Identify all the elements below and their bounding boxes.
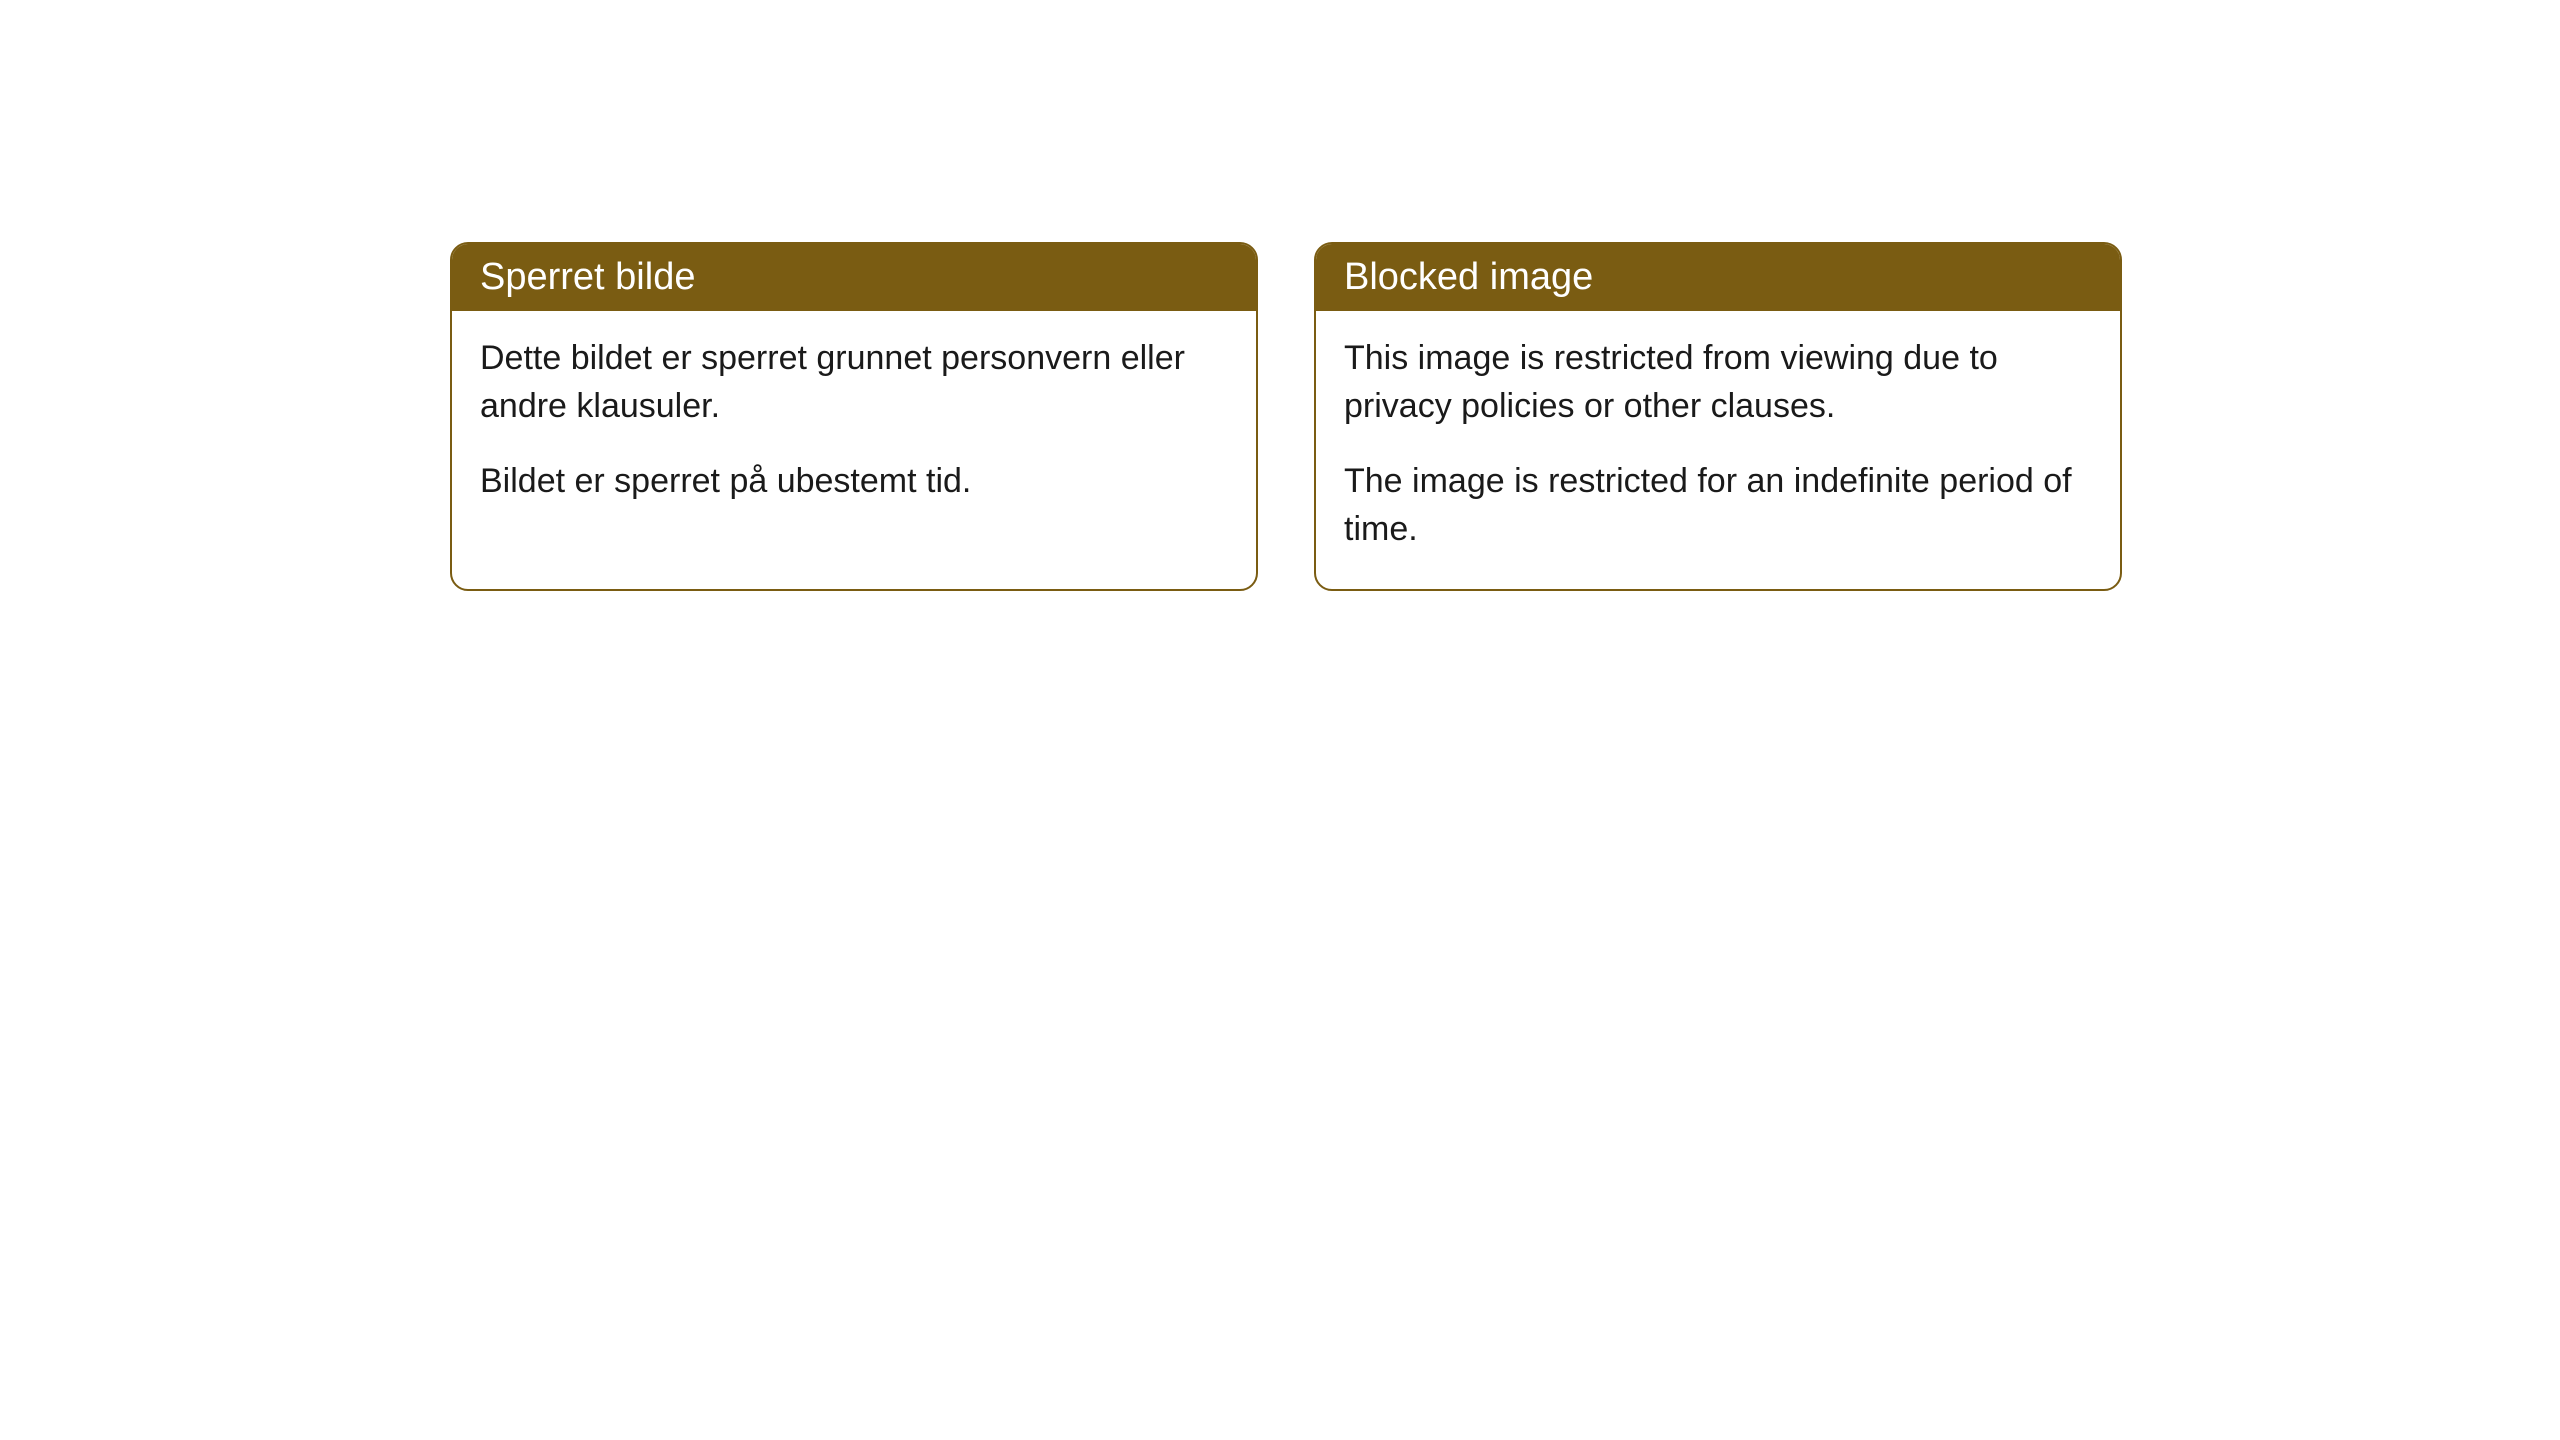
- notice-text: Bildet er sperret på ubestemt tid.: [480, 458, 1228, 506]
- notice-card-norwegian: Sperret bilde Dette bildet er sperret gr…: [450, 242, 1258, 591]
- notice-title-norwegian: Sperret bilde: [452, 244, 1256, 311]
- notice-title-english: Blocked image: [1316, 244, 2120, 311]
- notice-text: Dette bildet er sperret grunnet personve…: [480, 335, 1228, 430]
- notice-text: This image is restricted from viewing du…: [1344, 335, 2092, 430]
- notice-text: The image is restricted for an indefinit…: [1344, 458, 2092, 553]
- notice-body-norwegian: Dette bildet er sperret grunnet personve…: [452, 311, 1256, 542]
- notice-body-english: This image is restricted from viewing du…: [1316, 311, 2120, 589]
- notice-card-english: Blocked image This image is restricted f…: [1314, 242, 2122, 591]
- notice-container: Sperret bilde Dette bildet er sperret gr…: [450, 242, 2122, 591]
